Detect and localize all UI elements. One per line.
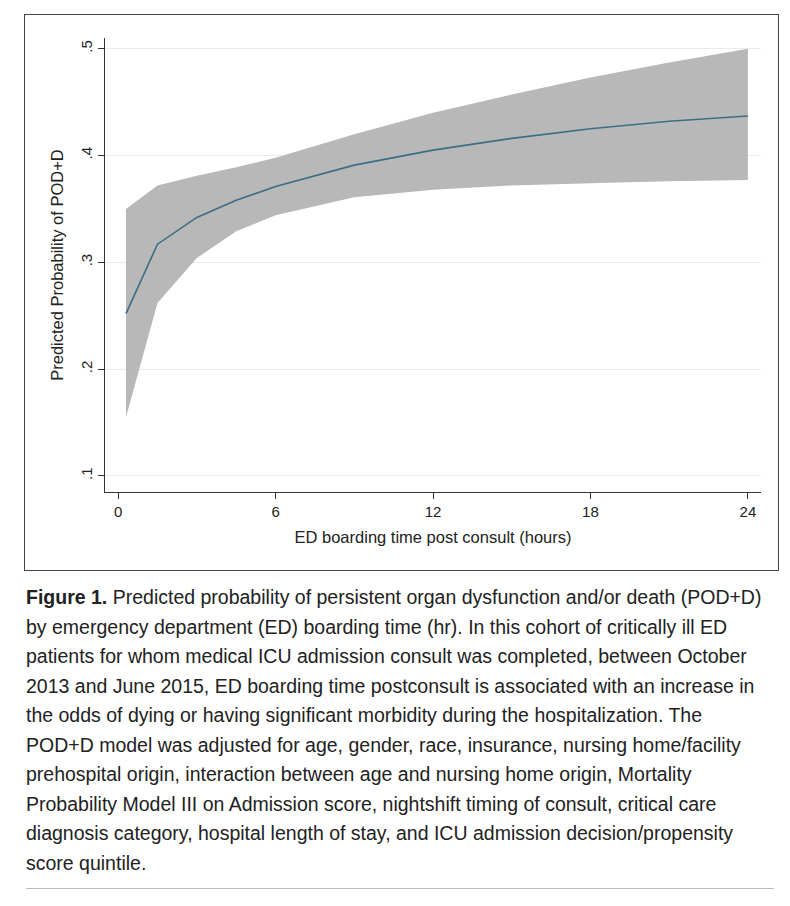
svg-text:.3: .3 bbox=[78, 254, 95, 267]
svg-text:ED boarding time post consult: ED boarding time post consult (hours) bbox=[295, 528, 572, 546]
svg-text:6: 6 bbox=[271, 503, 279, 520]
svg-text:12: 12 bbox=[425, 503, 442, 520]
svg-text:0: 0 bbox=[114, 503, 122, 520]
svg-text:.5: .5 bbox=[78, 40, 95, 53]
html-text:Figure 1. Predicted probabilit: Figure 1. Predicted probability of persi… bbox=[26, 586, 762, 874]
svg-text:24: 24 bbox=[740, 503, 757, 520]
svg-text:18: 18 bbox=[582, 503, 599, 520]
svg-text:Predicted Probability of POD+D: Predicted Probability of POD+D bbox=[48, 149, 66, 381]
svg-text:.4: .4 bbox=[78, 147, 95, 160]
svg-text:.1: .1 bbox=[78, 467, 95, 480]
svg-text:.2: .2 bbox=[78, 361, 95, 374]
